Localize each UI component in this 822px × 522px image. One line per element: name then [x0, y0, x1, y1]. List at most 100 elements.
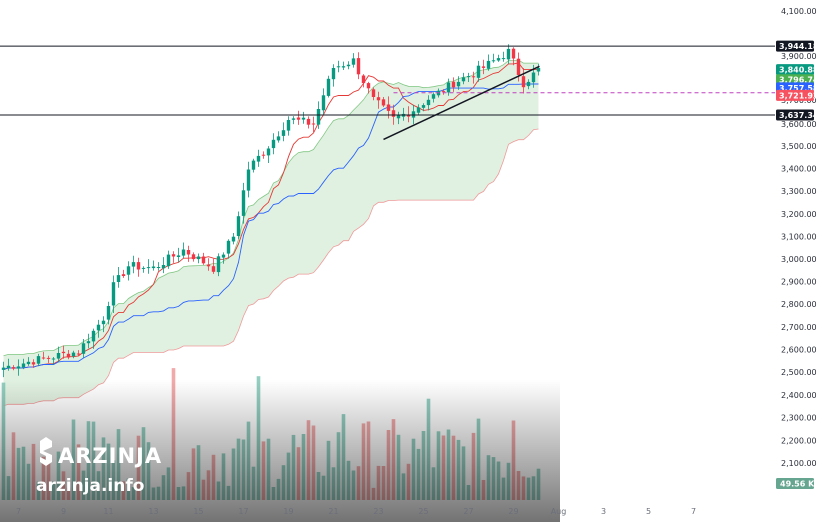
y-tick-label: 2,700.00	[781, 323, 817, 332]
candle	[371, 87, 376, 101]
candle	[236, 211, 241, 239]
candle-body	[186, 250, 191, 255]
candle-body	[366, 83, 371, 89]
candle-body	[391, 110, 396, 117]
candle	[476, 60, 481, 82]
candle	[286, 116, 291, 136]
candle	[281, 122, 286, 142]
candle-body	[111, 282, 116, 306]
level-tag-box	[776, 40, 814, 52]
candle	[156, 262, 161, 271]
candle	[331, 64, 336, 87]
y-tick-label: 2,900.00	[781, 278, 817, 287]
candle-body	[211, 266, 216, 272]
candle	[356, 52, 361, 80]
candle-body	[406, 114, 411, 117]
candle	[366, 81, 371, 94]
candle-body	[26, 361, 31, 365]
y-tick-label: 4,100.00	[781, 7, 817, 16]
y-tick-label: 3,900.00	[781, 52, 817, 61]
price-tag-box	[776, 89, 814, 101]
x-tick-label: 17	[238, 507, 248, 516]
candle-body	[196, 256, 201, 260]
candle-body	[426, 99, 431, 106]
x-tick-label: 21	[328, 507, 338, 516]
candle	[256, 149, 261, 167]
candle-body	[466, 76, 471, 78]
candle-body	[36, 356, 41, 364]
x-tick-label: 9	[61, 507, 66, 516]
watermark-url: arzinja.info	[36, 476, 144, 496]
candle	[216, 253, 221, 277]
candle	[451, 77, 456, 92]
candle-body	[146, 267, 151, 269]
y-tick-label: 3,300.00	[781, 187, 817, 196]
volume-tag: 49.56 K	[780, 480, 815, 489]
candle	[101, 316, 106, 333]
candle-body	[101, 320, 106, 325]
candle	[36, 353, 41, 367]
candle-body	[91, 330, 96, 342]
candle	[416, 104, 421, 115]
candle	[376, 91, 381, 109]
candle	[211, 258, 216, 274]
candle	[231, 233, 236, 245]
candle-body	[106, 306, 111, 320]
candle	[491, 53, 496, 63]
candle	[406, 106, 411, 123]
candle	[506, 44, 511, 64]
candle-body	[256, 155, 261, 162]
candle-body	[221, 254, 226, 258]
candle-body	[76, 353, 81, 355]
candle-body	[51, 358, 56, 360]
candle-body	[191, 254, 196, 260]
candle	[31, 359, 36, 368]
candle-body	[121, 274, 126, 276]
candle-body	[71, 352, 76, 357]
candle	[221, 252, 226, 264]
x-tick-label: 19	[283, 507, 293, 516]
candle	[46, 355, 51, 363]
candle-body	[176, 255, 181, 257]
candle	[26, 357, 31, 366]
candle	[431, 92, 436, 103]
candle	[496, 54, 501, 62]
price-tag: 3,757.58	[779, 84, 819, 93]
candle-body	[296, 117, 301, 120]
candle-body	[536, 68, 541, 72]
candle	[1, 361, 6, 378]
candle	[471, 71, 476, 84]
candle-body	[376, 97, 381, 101]
y-tick-label: 2,100.00	[781, 459, 817, 468]
candle	[146, 259, 151, 274]
candle-body	[41, 357, 46, 359]
candle	[466, 72, 471, 82]
candle	[81, 339, 86, 358]
candle-body	[171, 254, 176, 257]
candle-body	[206, 264, 211, 267]
candle	[96, 319, 101, 338]
candle-body	[216, 256, 221, 273]
candle-body	[456, 81, 461, 87]
y-tick-label: 3,400.00	[781, 165, 817, 174]
candle	[301, 111, 306, 124]
candle	[91, 328, 96, 349]
candle-body	[266, 148, 271, 156]
y-tick-label: 2,800.00	[781, 300, 817, 309]
candle-body	[516, 58, 521, 75]
x-tick-label: 25	[418, 507, 428, 516]
candle	[56, 346, 61, 363]
candle	[526, 79, 531, 90]
candle-body	[236, 216, 241, 236]
candle-body	[291, 118, 296, 120]
candle	[71, 350, 76, 359]
y-tick-label: 2,300.00	[781, 414, 817, 423]
candle	[241, 182, 246, 224]
candle	[511, 47, 516, 66]
arzinja-watermark: ARZINJA arzinja.info	[36, 437, 161, 496]
candle-body	[271, 139, 276, 149]
x-tick-label: 3	[601, 507, 606, 516]
candle-body	[141, 267, 146, 269]
candle	[111, 275, 116, 313]
level-tag-box	[776, 109, 814, 121]
